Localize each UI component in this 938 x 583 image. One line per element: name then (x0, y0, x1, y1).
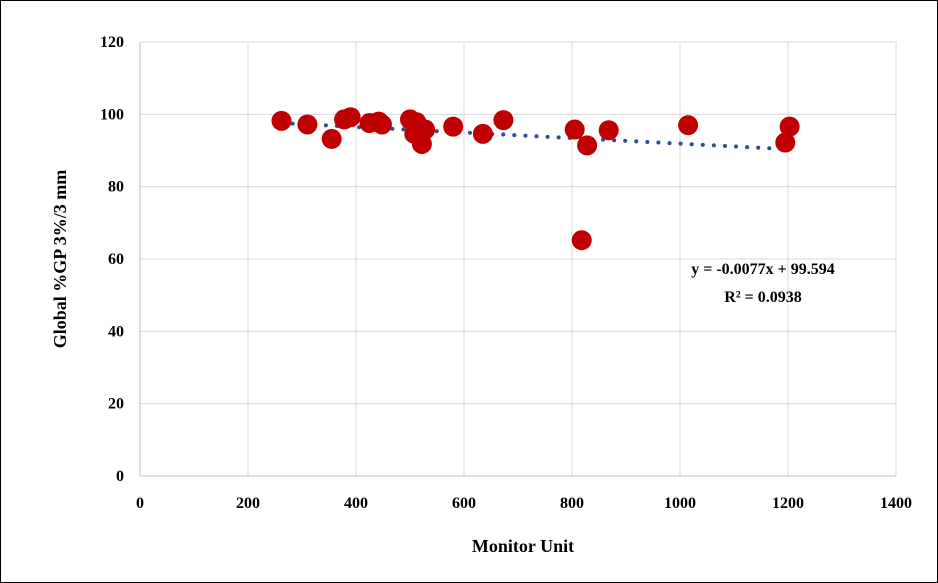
x-tick-label: 800 (560, 495, 584, 512)
y-axis-title: Global %GP 3%/3 mm (50, 170, 70, 349)
trendline-r-squared: R² = 0.0938 (724, 289, 801, 306)
axes (139, 42, 896, 477)
y-tick-label: 0 (116, 468, 124, 485)
trendline-dotted (279, 121, 792, 152)
data-point (779, 116, 800, 137)
data-point (571, 230, 592, 251)
data-point (371, 114, 392, 135)
data-point (577, 135, 598, 156)
gridlines (140, 41, 897, 476)
data-point (564, 119, 585, 140)
x-tick-label: 1400 (880, 495, 912, 512)
y-tick-label: 100 (100, 106, 124, 123)
data-point (598, 120, 619, 141)
data-point (340, 107, 361, 128)
y-tick-label: 80 (108, 179, 124, 196)
y-tick-label: 40 (108, 323, 124, 340)
x-tick-label: 1200 (772, 495, 804, 512)
x-tick-label: 0 (136, 495, 144, 512)
data-point (775, 132, 796, 153)
x-tick-label: 200 (236, 495, 260, 512)
data-point (271, 110, 292, 131)
x-tick-label: 400 (344, 495, 368, 512)
data-point (678, 115, 699, 136)
data-point (297, 114, 318, 135)
y-tick-label: 20 (108, 396, 124, 413)
x-tick-label: 1000 (664, 495, 696, 512)
data-point (321, 128, 342, 149)
data-point (443, 116, 464, 137)
y-tick-label: 120 (100, 34, 124, 51)
x-axis-title: Monitor Unit (472, 536, 574, 556)
y-tick-label: 60 (108, 251, 124, 268)
trendline (279, 121, 792, 152)
data-points (271, 107, 800, 251)
x-tick-label: 600 (452, 495, 476, 512)
data-point (472, 123, 493, 144)
data-point (493, 110, 514, 131)
trendline-equation: y = -0.0077x + 99.594 (691, 261, 835, 278)
data-point (415, 119, 436, 140)
